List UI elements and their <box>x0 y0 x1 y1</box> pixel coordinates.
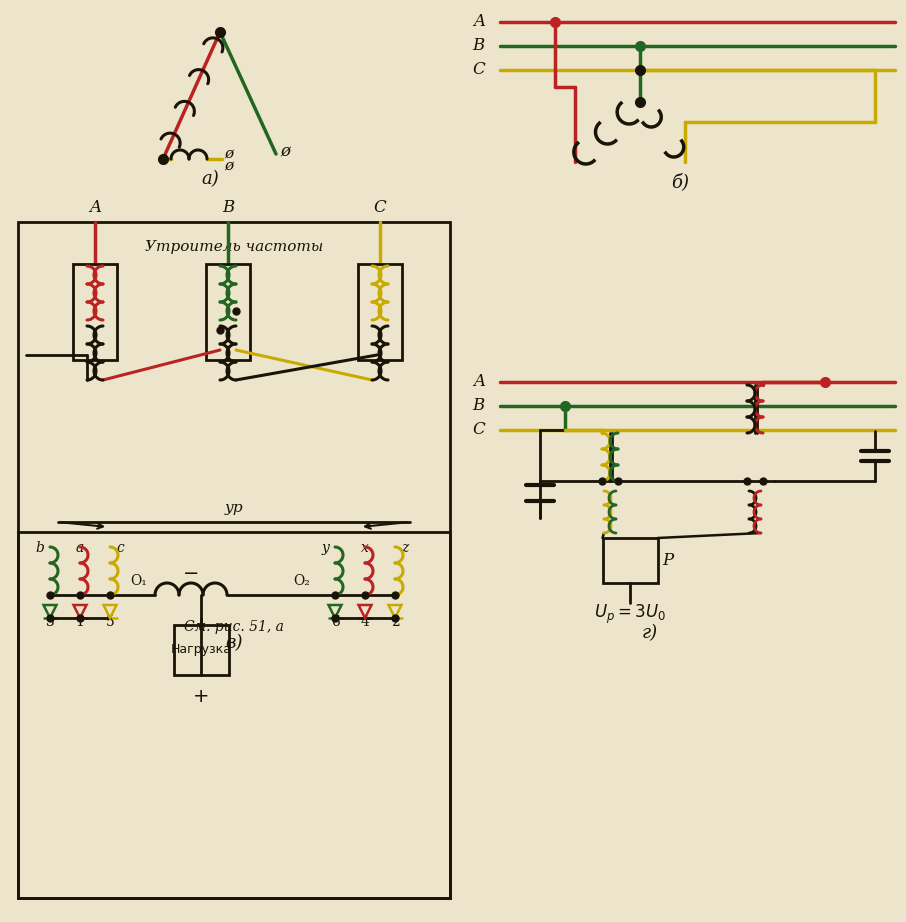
Text: 5: 5 <box>106 615 114 629</box>
Text: См. рис. 51, а: См. рис. 51, а <box>184 620 284 634</box>
Text: г): г) <box>642 624 658 642</box>
Bar <box>358 264 402 360</box>
Text: 2: 2 <box>390 615 400 629</box>
Bar <box>206 264 250 360</box>
Text: A: A <box>473 14 485 30</box>
Text: в): в) <box>226 634 243 652</box>
Text: б): б) <box>671 173 689 191</box>
Text: A: A <box>473 373 485 391</box>
Text: y: y <box>321 541 329 555</box>
Text: b: b <box>35 541 44 555</box>
Text: x: x <box>361 541 369 555</box>
Text: $U_p = 3U_0$: $U_p = 3U_0$ <box>594 603 666 626</box>
Text: C: C <box>472 62 485 78</box>
Text: 3: 3 <box>45 615 54 629</box>
Bar <box>73 264 117 360</box>
Text: a: a <box>76 541 84 555</box>
Text: z: z <box>401 541 409 555</box>
Text: B: B <box>473 38 485 54</box>
Bar <box>18 532 450 898</box>
Bar <box>174 625 228 675</box>
Text: 6: 6 <box>331 615 340 629</box>
Text: −: − <box>183 564 199 583</box>
Text: C: C <box>472 421 485 439</box>
Text: B: B <box>473 397 485 415</box>
Text: A: A <box>89 199 101 216</box>
Text: c: c <box>116 541 124 555</box>
Text: ø: ø <box>224 147 233 161</box>
Text: 4: 4 <box>361 615 370 629</box>
Text: а): а) <box>201 170 219 188</box>
Text: ø: ø <box>280 144 290 160</box>
Bar <box>18 222 450 898</box>
Text: C: C <box>373 199 386 216</box>
Text: O₂: O₂ <box>294 574 310 588</box>
Text: Утроитель частоты: Утроитель частоты <box>145 240 323 254</box>
Text: Нагрузка: Нагрузка <box>170 644 232 656</box>
Text: ø: ø <box>224 159 233 173</box>
Text: +: + <box>193 687 209 706</box>
Text: ур: ур <box>225 501 244 515</box>
Text: 1: 1 <box>75 615 84 629</box>
Bar <box>602 538 658 583</box>
Text: B: B <box>222 199 234 216</box>
Text: O₁: O₁ <box>130 574 147 588</box>
Text: P: P <box>662 552 674 569</box>
